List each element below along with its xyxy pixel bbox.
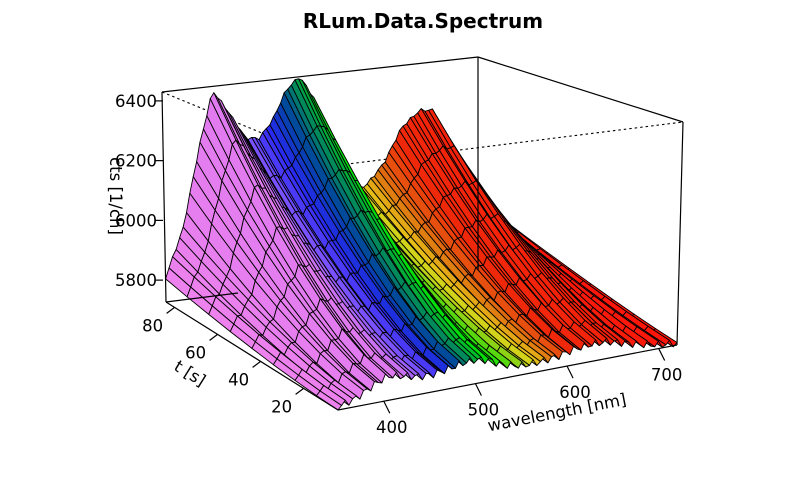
wavelength-tick <box>474 383 482 396</box>
wavelength-tick <box>658 348 666 361</box>
wavelength-tick <box>383 400 391 414</box>
wavelength-tick-label: 600 <box>559 383 591 402</box>
wavelength-tick-label: 700 <box>651 366 683 385</box>
t-tick-label: 80 <box>142 316 163 335</box>
box-edges <box>161 56 684 411</box>
t-axis: 20 40 60 80 <box>142 306 304 416</box>
z-tick-label: 6000 <box>115 211 157 230</box>
t-tick-label: 20 <box>271 397 292 416</box>
wavelength-tick <box>566 365 574 379</box>
z-tick-label: 6200 <box>115 152 157 171</box>
z-axis-label: cts [1/ch] <box>106 157 125 235</box>
t-tick <box>252 360 261 368</box>
t-tick <box>166 306 175 314</box>
t-tick <box>295 387 304 395</box>
z-axis: 5800 6000 6200 6400 <box>115 92 163 290</box>
wavelength-tick-label: 400 <box>376 418 408 437</box>
chart-title: RLum.Data.Spectrum <box>303 9 543 33</box>
z-tick-label: 5800 <box>115 271 157 290</box>
wavelength-axis-label: wavelength [nm] <box>486 390 628 436</box>
t-tick-label: 60 <box>185 343 206 362</box>
wavelength-tick-label: 500 <box>468 401 500 420</box>
spectrum-surface <box>165 78 678 411</box>
t-tick-label: 40 <box>228 370 249 389</box>
z-tick-label: 6400 <box>115 92 157 111</box>
t-tick <box>209 333 218 341</box>
wavelength-axis: 400 500 600 700 <box>376 348 683 437</box>
